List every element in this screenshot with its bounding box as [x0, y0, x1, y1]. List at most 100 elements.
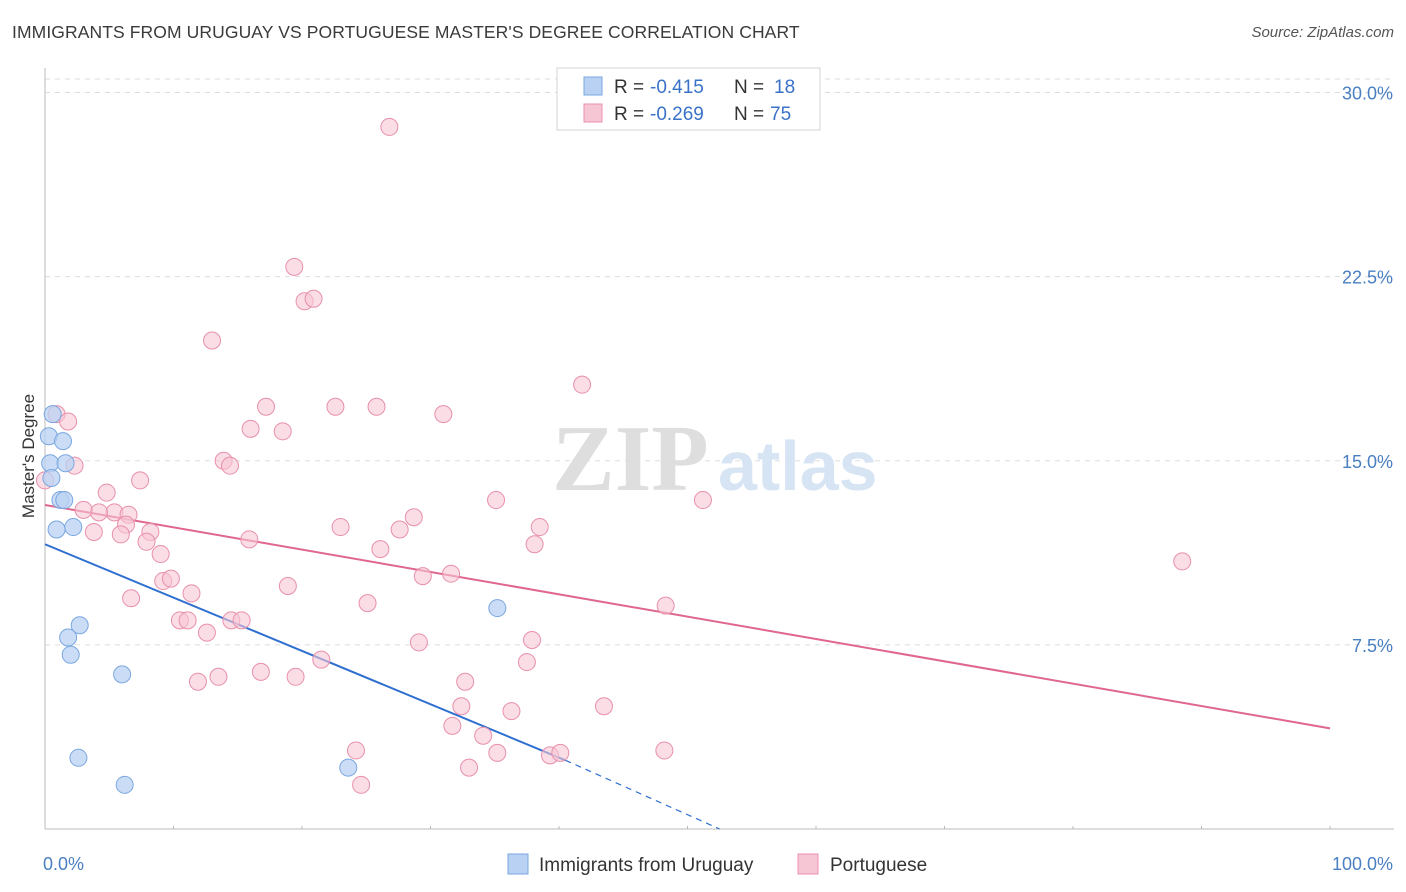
legend-n-value-uruguay: 18	[774, 77, 795, 98]
data-points	[36, 117, 1192, 794]
point-portuguese	[312, 650, 331, 669]
trend-line-portuguese	[44, 503, 1331, 730]
trend-lines	[44, 503, 1331, 830]
series-legend-swatch-uruguay	[507, 853, 529, 875]
series-legend-swatch-portuguese	[797, 853, 819, 875]
point-portuguese	[352, 775, 371, 794]
series-legend-label-portuguese: Portuguese	[830, 855, 927, 876]
point-portuguese	[517, 653, 536, 672]
point-portuguese	[151, 545, 170, 564]
watermark: ZIP atlas	[552, 407, 878, 511]
point-portuguese	[502, 702, 521, 721]
point-portuguese	[331, 518, 350, 537]
point-portuguese	[232, 611, 251, 630]
series-legend: Immigrants from Uruguay Portuguese	[507, 853, 927, 876]
point-uruguay	[69, 748, 88, 767]
point-uruguay	[55, 491, 74, 510]
point-portuguese	[131, 471, 150, 490]
y-tick-label: 15.0%	[1342, 452, 1393, 472]
point-uruguay	[339, 758, 358, 777]
point-portuguese	[442, 564, 461, 583]
point-portuguese	[488, 743, 507, 762]
point-uruguay	[488, 599, 507, 618]
point-portuguese	[74, 500, 93, 519]
legend-n-label-portuguese: N =	[734, 104, 764, 125]
point-portuguese	[251, 662, 270, 681]
point-portuguese	[346, 741, 365, 760]
x-tick-label: 100.0%	[1332, 854, 1393, 874]
point-portuguese	[1173, 552, 1192, 571]
point-portuguese	[413, 567, 432, 586]
legend-r-label-uruguay: R =	[614, 77, 644, 98]
point-portuguese	[111, 525, 130, 544]
point-portuguese	[443, 716, 462, 735]
chart-title: IMMIGRANTS FROM URUGUAY VS PORTUGUESE MA…	[12, 22, 800, 42]
point-portuguese	[371, 540, 390, 559]
point-portuguese	[84, 522, 103, 541]
point-portuguese	[203, 331, 222, 350]
point-portuguese	[97, 483, 116, 502]
legend-r-value-portuguese: -0.269	[650, 104, 704, 125]
point-portuguese	[474, 726, 493, 745]
point-uruguay	[115, 775, 134, 794]
point-portuguese	[409, 633, 428, 652]
point-uruguay	[113, 665, 132, 684]
y-axis-title: Master's Degree	[19, 394, 38, 518]
legend-n-value-portuguese: 75	[770, 104, 791, 125]
point-portuguese	[241, 419, 260, 438]
legend-r-value-uruguay: -0.415	[650, 77, 704, 98]
y-tick-label: 30.0%	[1342, 84, 1393, 104]
point-portuguese	[525, 535, 544, 554]
trend-line-uruguay-extension	[565, 759, 720, 830]
point-portuguese	[137, 532, 156, 551]
point-portuguese	[487, 491, 506, 510]
source-label: Source: ZipAtlas.com	[1251, 24, 1394, 41]
watermark-zip: ZIP	[552, 407, 709, 511]
grid-lines	[45, 78, 1394, 646]
point-portuguese	[380, 117, 399, 136]
tick-labels: 7.5% 15.0% 22.5% 30.0% 0.0% 100.0%	[43, 84, 1393, 874]
point-portuguese	[530, 518, 549, 537]
point-portuguese	[460, 758, 479, 777]
point-uruguay	[64, 518, 83, 537]
point-uruguay	[70, 616, 89, 635]
point-portuguese	[655, 741, 674, 760]
legend-swatch-uruguay	[583, 76, 603, 96]
point-portuguese	[456, 672, 475, 691]
point-portuguese	[390, 520, 409, 539]
point-portuguese	[122, 589, 141, 608]
point-portuguese	[89, 503, 108, 522]
point-portuguese	[240, 530, 259, 549]
point-portuguese	[452, 697, 471, 716]
legend-swatch-portuguese	[583, 103, 603, 123]
point-uruguay	[56, 454, 75, 473]
series-legend-label-uruguay: Immigrants from Uruguay	[539, 855, 754, 876]
point-portuguese	[178, 611, 197, 630]
point-portuguese	[285, 257, 304, 276]
point-uruguay	[53, 432, 72, 451]
point-portuguese	[286, 667, 305, 686]
point-portuguese	[273, 422, 292, 441]
legend-n-label-uruguay: N =	[734, 77, 764, 98]
point-portuguese	[221, 456, 240, 475]
point-portuguese	[523, 630, 542, 649]
point-portuguese	[161, 569, 180, 588]
point-portuguese	[188, 672, 207, 691]
point-portuguese	[367, 397, 386, 416]
point-portuguese	[551, 743, 570, 762]
legend-r-label-portuguese: R =	[614, 104, 644, 125]
point-uruguay	[47, 520, 66, 539]
watermark-atlas: atlas	[718, 427, 878, 505]
point-uruguay	[59, 628, 78, 647]
point-uruguay	[43, 405, 62, 424]
point-portuguese	[404, 508, 423, 527]
point-uruguay	[61, 645, 80, 664]
point-portuguese	[358, 594, 377, 613]
y-tick-label: 22.5%	[1342, 268, 1393, 288]
trend-line-uruguay	[44, 543, 566, 762]
point-portuguese	[59, 412, 78, 431]
y-tick-label: 7.5%	[1352, 636, 1393, 656]
x-tick-label: 0.0%	[43, 854, 84, 874]
point-portuguese	[182, 584, 201, 603]
